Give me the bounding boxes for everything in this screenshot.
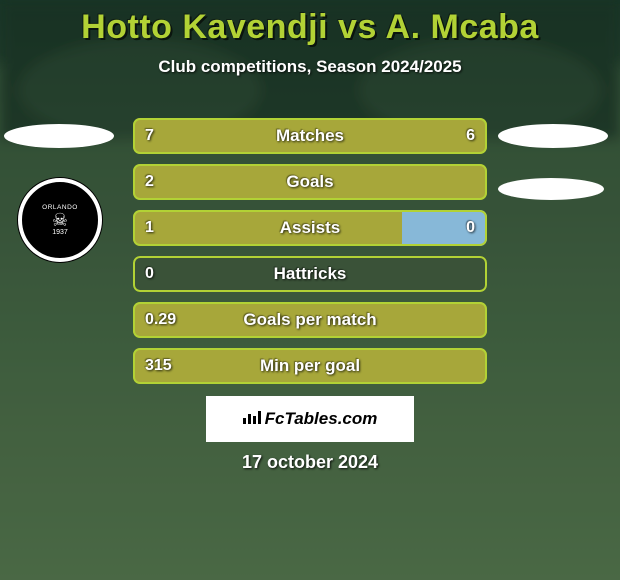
player2-avatar-placeholder (498, 124, 608, 148)
stat-value-player2: 0 (454, 210, 487, 246)
stat-label: Assists (133, 210, 487, 246)
stat-row: Hattricks0 (133, 256, 487, 292)
stat-row: Assists1 0 (133, 210, 487, 246)
stat-row: Matches7 6 (133, 118, 487, 154)
player2-club-placeholder (498, 178, 604, 200)
stat-row: Goals2 (133, 164, 487, 200)
stats-container: Matches76Goals2Assists10Hattricks0Goals … (133, 118, 487, 394)
player1-club-badge: ORLANDO ☠ 1937 (18, 178, 102, 262)
stat-value-player1: 1 (133, 210, 166, 246)
vs-separator: vs (338, 8, 377, 46)
stat-value-player1: 0 (133, 256, 166, 292)
stat-value-player2: 6 (454, 118, 487, 154)
stat-label: Min per goal (133, 348, 487, 384)
stat-label: Matches (133, 118, 487, 154)
stat-label: Goals (133, 164, 487, 200)
date-label: 17 october 2024 (0, 452, 620, 473)
watermark: FcTables.com (206, 396, 414, 442)
stat-row: Goals per match0.29 (133, 302, 487, 338)
watermark-text: FcTables.com (265, 409, 378, 429)
player2-name: A. Mcaba (386, 8, 539, 46)
bar-chart-icon (243, 410, 261, 428)
subtitle: Club competitions, Season 2024/2025 (0, 57, 620, 77)
page-title: Hotto Kavendji vs A. Mcaba (0, 0, 620, 47)
stat-value-player1: 0.29 (133, 302, 188, 338)
stat-value-player1: 315 (133, 348, 184, 384)
player1-name: Hotto Kavendji (81, 8, 328, 46)
skull-crossbones-icon: ☠ (52, 211, 68, 229)
stat-value-player1: 7 (133, 118, 166, 154)
stat-row: Min per goal315 (133, 348, 487, 384)
player1-avatar-placeholder (4, 124, 114, 148)
stat-label: Hattricks (133, 256, 487, 292)
stat-value-player1: 2 (133, 164, 166, 200)
